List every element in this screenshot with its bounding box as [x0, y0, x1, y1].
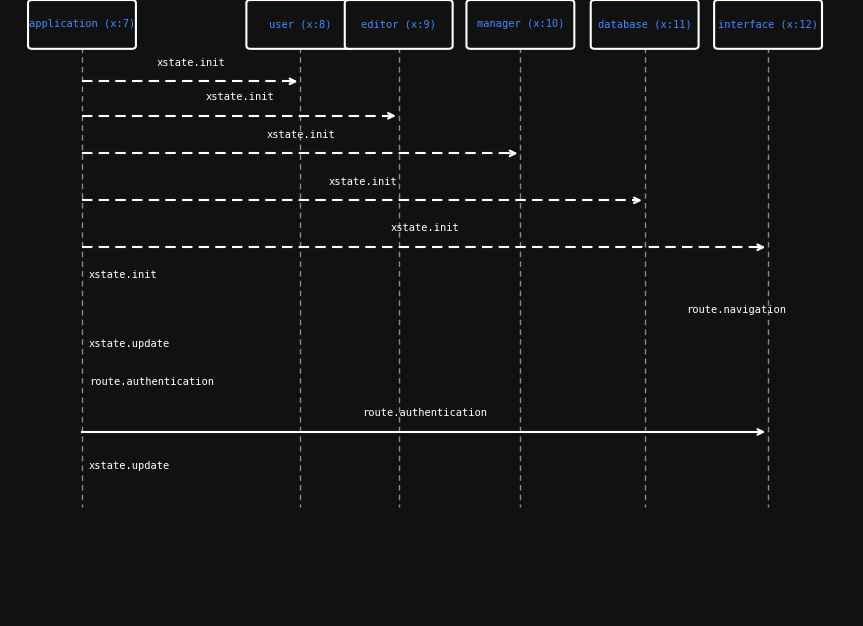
Text: xstate.update: xstate.update	[89, 461, 170, 471]
Text: user (x:8): user (x:8)	[269, 19, 331, 29]
Text: xstate.init: xstate.init	[157, 58, 225, 68]
Text: route.navigation: route.navigation	[686, 305, 786, 315]
FancyBboxPatch shape	[345, 0, 452, 49]
FancyBboxPatch shape	[28, 0, 135, 49]
FancyBboxPatch shape	[590, 0, 698, 49]
Text: xstate.init: xstate.init	[391, 223, 459, 233]
Text: manager (x:10): manager (x:10)	[476, 19, 564, 29]
Text: database (x:11): database (x:11)	[598, 19, 691, 29]
Text: xstate.init: xstate.init	[206, 92, 274, 102]
Text: xstate.init: xstate.init	[267, 130, 336, 140]
FancyBboxPatch shape	[247, 0, 354, 49]
Text: route.authentication: route.authentication	[362, 408, 488, 418]
Text: xstate.update: xstate.update	[89, 339, 170, 349]
Text: route.authentication: route.authentication	[89, 377, 214, 387]
Text: xstate.init: xstate.init	[329, 177, 398, 187]
Text: interface (x:12): interface (x:12)	[718, 19, 818, 29]
Text: xstate.init: xstate.init	[89, 270, 158, 280]
Text: editor (x:9): editor (x:9)	[362, 19, 436, 29]
Text: application (x:7): application (x:7)	[28, 19, 135, 29]
FancyBboxPatch shape	[466, 0, 574, 49]
FancyBboxPatch shape	[714, 0, 822, 49]
